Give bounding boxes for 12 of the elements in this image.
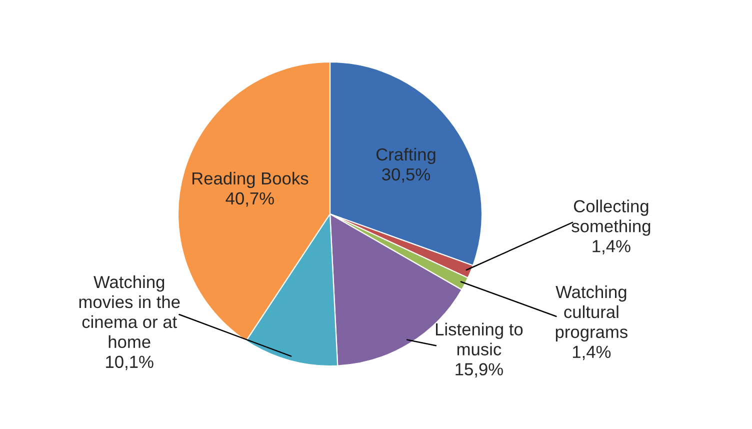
data-label: 1,4%	[572, 346, 611, 360]
data-label: 15,9%	[456, 363, 503, 378]
slice-label: Watching cultural programs	[556, 285, 628, 342]
data-label: 10,1%	[106, 356, 154, 370]
slice-label: Collecting something	[572, 200, 650, 236]
slice-label: Crafting	[376, 148, 436, 164]
slice-label: Watching movies in the cinema or at home	[79, 275, 180, 348]
slice-label: Reading Books	[192, 172, 308, 188]
slice-label: Listening to music	[436, 322, 523, 356]
data-label: 40,7%	[226, 192, 274, 207]
data-label: 30,5%	[382, 168, 430, 183]
data-label: 1,4%	[592, 240, 630, 254]
